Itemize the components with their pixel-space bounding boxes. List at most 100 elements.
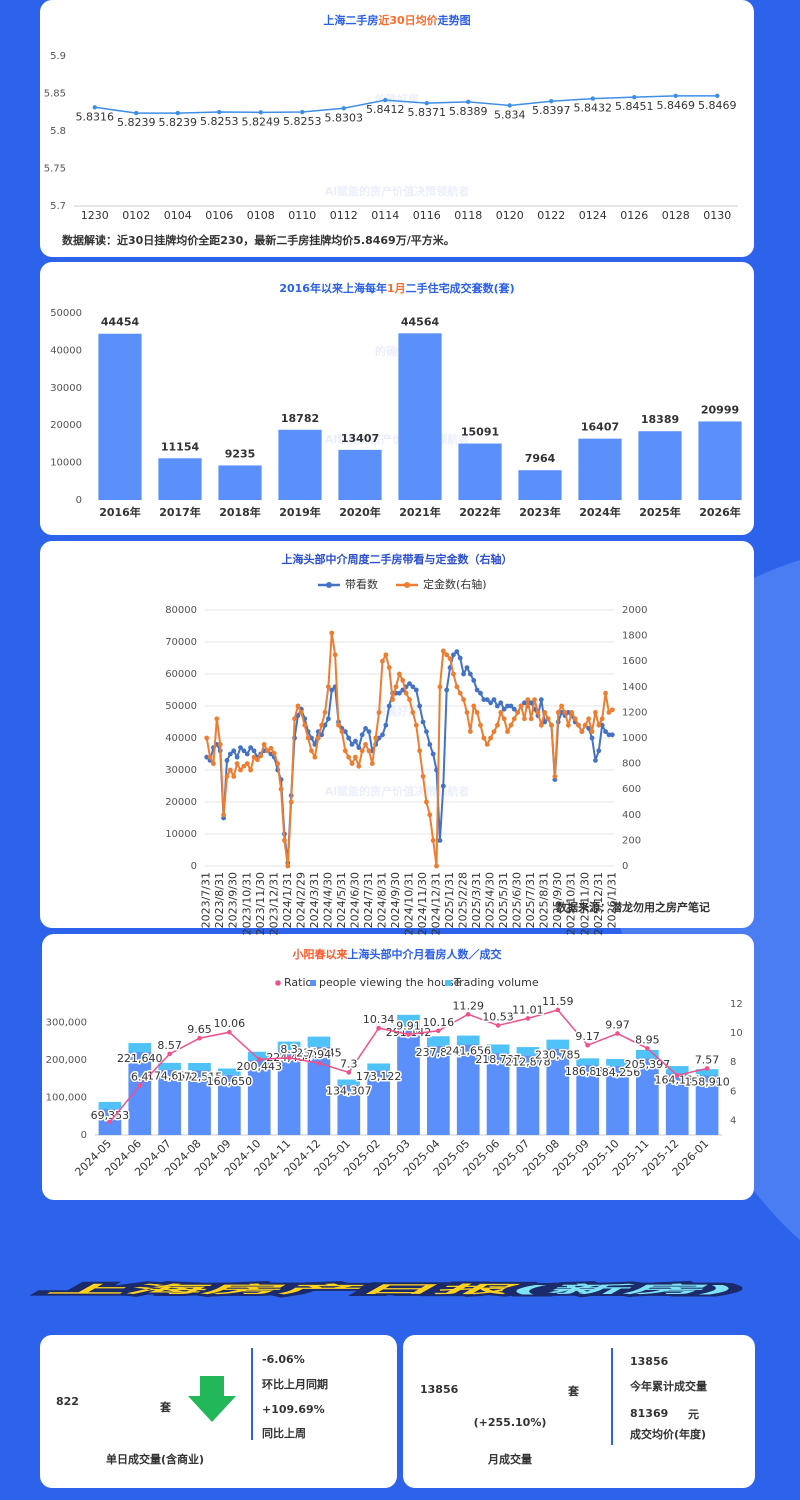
legend-swatch [275,980,281,986]
data-label: 11.59 [542,995,574,1008]
bar-segment [636,1049,659,1059]
legend-label: Trading volume [453,976,539,989]
data-label: 7964 [525,452,556,465]
data-point [413,722,419,728]
y-tick-label: 5.8 [50,126,66,137]
data-label: 13407 [341,432,379,445]
y-tick-label: 5.9 [50,51,66,62]
data-point [589,735,595,741]
data-label: 18389 [641,413,679,426]
data-point [336,722,341,728]
data-label: 8.57 [157,1039,182,1052]
data-label: 10.06 [214,1017,246,1030]
bar-segment [636,1058,659,1135]
data-point [488,735,494,741]
data-point [511,706,517,712]
data-point [522,700,527,706]
x-tick-label: 2025/10/31 [565,872,578,935]
x-tick-label: 0102 [122,209,150,222]
x-tick-label: 1230 [81,209,109,222]
data-point [424,799,429,805]
data-label: 237,841 [416,1046,462,1059]
data-label: 174,654 [147,1070,193,1083]
data-point [444,652,450,658]
data-point [204,754,210,760]
data-point [366,729,372,734]
monthly-unit: 套 [568,1384,580,1398]
data-point [518,703,524,709]
data-point [478,690,483,696]
data-point [346,754,352,760]
data-point [494,722,500,728]
y2-tick-label: 800 [622,759,641,770]
data-point [325,716,331,722]
bar [518,470,562,500]
data-point [396,671,402,677]
data-point [376,1025,381,1031]
data-point [491,729,497,734]
data-point [251,748,257,754]
data-point [224,774,230,779]
data-point [484,742,490,747]
data-point [538,722,544,728]
data-label: 134,307 [326,1085,372,1098]
data-point [363,742,368,747]
x-tick-label: 2026年 [699,505,741,519]
report-title-main: 上海房产日报 [46,1283,524,1296]
chart-title-part: 上海头部中介周度二手房带看与定金数（右轴） [282,552,513,566]
data-point [107,1119,113,1125]
x-tick-label: 0126 [620,209,648,222]
data-point [538,697,544,702]
data-point [309,748,314,754]
data-point [447,656,453,662]
x-tick-label: 2024/9/30 [389,872,402,928]
x-tick-label: 2023/8/31 [213,872,226,928]
data-label: 15091 [461,426,499,439]
data-point [238,767,243,773]
data-label: 200,443 [236,1060,282,1073]
data-point [555,710,561,715]
report-title: 上海房产日报 (新房) [46,1283,736,1296]
data-point [555,1007,561,1013]
watermark: AI赋能的房产价值决策领航者 [325,784,470,798]
change-value: +109.69% [262,1403,325,1416]
data-point [525,697,531,702]
data-label: 5.834 [494,109,526,122]
data-point [466,99,471,105]
y-tick-label: 0 [191,861,197,872]
data-point [329,687,335,693]
bar-segment [546,1048,570,1135]
data-point [369,761,375,766]
data-point [282,838,287,843]
chart-title-part: 1月 [387,282,406,295]
data-point [478,722,483,728]
x-tick-label: 2024/5/31 [335,872,348,928]
data-point [353,754,358,760]
data-point [593,710,598,715]
data-label: 5.8239 [117,116,156,129]
data-point [134,110,139,116]
data-point [572,716,578,722]
data-point [674,1073,680,1078]
data-label: 9.97 [605,1019,630,1032]
legend-label: 带看数 [345,577,378,591]
data-point [457,655,463,661]
y-tick-label: 30000 [50,383,82,394]
data-point [542,710,548,715]
chart-title-part: 小阳春以来 [292,947,349,961]
data-point [227,1029,232,1035]
x-tick-label: 2024/3/31 [308,872,321,928]
data-point [410,684,416,690]
data-point [434,863,439,869]
data-point [383,97,388,103]
data-point [231,748,237,754]
change-value: -6.06% [262,1353,305,1366]
data-point [244,761,250,766]
y2-tick-label: 1400 [622,682,647,693]
x-tick-label: 2024/6/30 [348,872,361,928]
avg-price-label: 成交均价(年度) [630,1427,706,1441]
data-point [390,697,395,702]
data-point [359,732,365,738]
data-point [589,729,595,734]
data-point [559,710,565,715]
